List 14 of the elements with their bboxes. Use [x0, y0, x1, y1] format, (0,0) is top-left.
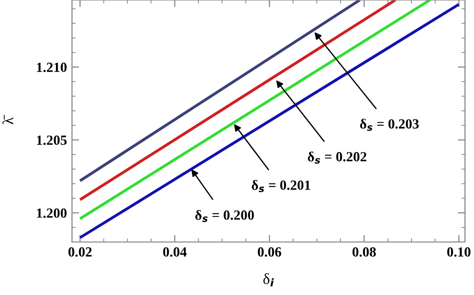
annotation: δ$_{s}$ = 0.201 — [252, 180, 310, 192]
x-axis-title: δ$_{i}$ — [263, 273, 274, 286]
x-tick-label: 0.06 — [258, 247, 282, 257]
x-tick-label: 0.10 — [447, 247, 470, 257]
y-tick-label: 1.200 — [37, 208, 67, 218]
annotation: δ$_{s}$ = 0.200 — [195, 210, 254, 222]
annotation: δ$_{s}$ = 0.202 — [308, 152, 366, 164]
y-axis-title: λ̄ — [2, 114, 14, 124]
x-tick-label: 0.02 — [68, 247, 92, 257]
y-tick-label: 1.210 — [37, 62, 67, 72]
x-tick-label: 0.04 — [163, 247, 187, 257]
x-tick-label: 0.08 — [352, 247, 376, 257]
y-tick-label: 1.205 — [37, 136, 67, 145]
annotation: δ$_{s}$ = 0.203 — [360, 118, 419, 131]
